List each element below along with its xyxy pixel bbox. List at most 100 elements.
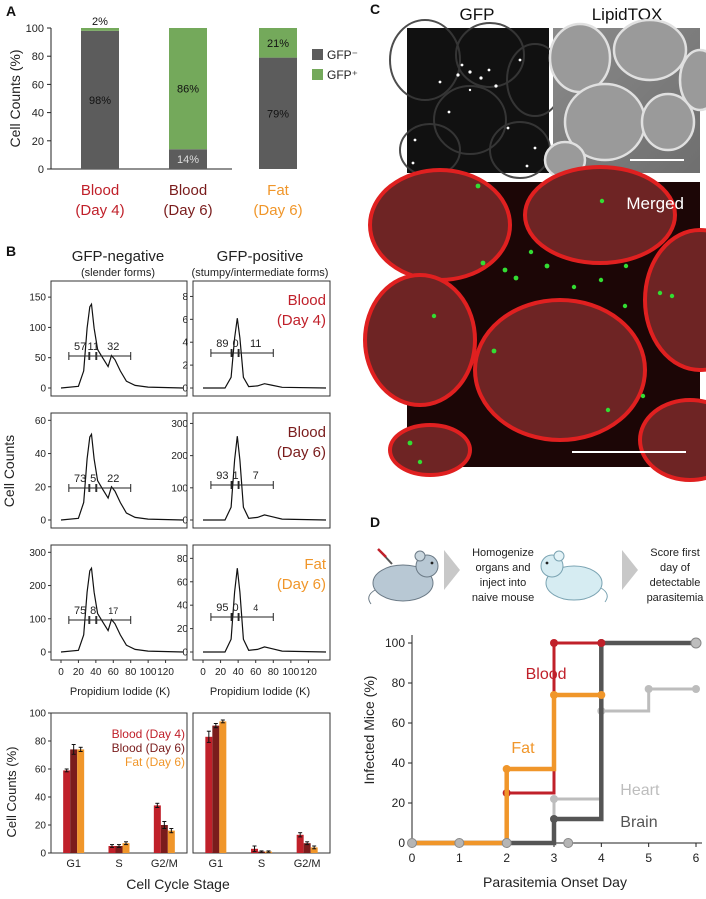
b-hist-x-tick-label: 40 <box>90 667 102 678</box>
b-bar <box>160 825 168 853</box>
svg-text:Homogenize: Homogenize <box>472 547 534 559</box>
b-hist-x-tick-label: 20 <box>215 667 227 678</box>
b-bar <box>108 846 116 853</box>
b-bar-category-label: S <box>115 858 122 870</box>
d-x-axis-label: Parasitemia Onset Day <box>483 874 627 890</box>
b-gate-percent-g2: 11 <box>250 338 261 350</box>
a-bar-gfp-pos <box>259 28 297 58</box>
b-hist-x-tick-label: 120 <box>300 667 317 678</box>
b-hist-x-tick-label: 20 <box>73 667 85 678</box>
panel-letter-a: A <box>6 3 16 19</box>
b-bar <box>310 847 318 853</box>
svg-text:Score first: Score first <box>650 547 700 559</box>
a-bar-gfp-pos <box>81 28 119 31</box>
a-pos-value-label: 2% <box>92 16 108 28</box>
b-bar-y-axis-label: Cell Counts (%) <box>4 746 19 837</box>
d-y-tick-label: 0 <box>398 836 405 850</box>
b-sample-sublabel: (Day 4) <box>277 312 326 329</box>
b-bar-y-tick-label: 0 <box>40 849 46 860</box>
b-neg-column-title: GFP-negative <box>72 248 165 265</box>
panel-letter-d: D <box>370 514 380 530</box>
d-point-heart <box>550 795 558 803</box>
b-hist-y-tick-label: 20 <box>35 482 47 493</box>
b-hist-curve <box>203 568 327 653</box>
a-legend-swatch <box>312 49 323 60</box>
d-label-brain: Brain <box>620 814 657 831</box>
b-hist-frame <box>50 544 188 661</box>
b-hist-frame <box>50 412 188 529</box>
b-sample-sublabel: (Day 6) <box>277 444 326 461</box>
d-point-brain <box>550 815 558 823</box>
b-gate-percent-s: 11 <box>88 341 99 353</box>
b-hist-y-tick-label: 6 <box>182 315 188 326</box>
b-bar <box>205 736 213 853</box>
b-bar-category-label: G1 <box>208 858 223 870</box>
b-bar-y-tick-label: 20 <box>35 821 47 832</box>
b-hist-y-tick-label: 300 <box>29 548 46 559</box>
merged-image: Merged <box>363 165 706 482</box>
b-hist-y-tick-label: 4 <box>182 338 188 349</box>
b-hist-x-tick-label: 0 <box>200 667 206 678</box>
b-bar-y-tick-label: 60 <box>35 765 47 776</box>
d-y-tick-label: 60 <box>392 716 406 730</box>
a-category-label: Blood <box>81 182 119 199</box>
step1-text: Homogenize organs and inject into naive … <box>472 547 534 604</box>
svg-text:organs and: organs and <box>475 562 530 574</box>
d-baseline-point <box>563 838 574 848</box>
b-bar-legend-label: Fat (Day 6) <box>125 755 185 769</box>
b-hist-curve <box>60 566 184 653</box>
d-point-fat <box>550 691 558 699</box>
b-hist-y-tick-label: 0 <box>182 648 188 659</box>
a-neg-value-label: 98% <box>89 95 111 107</box>
b-bar-y-tick-label: 100 <box>29 709 46 720</box>
d-point-blood <box>550 639 558 647</box>
b-hist-y-tick-label: 40 <box>177 601 189 612</box>
panel-letter-b: B <box>6 243 16 259</box>
b-pos-column-title: GFP-positive <box>217 248 304 265</box>
d-point-heart <box>644 685 653 693</box>
b-gate-percent-g1: 73 <box>74 473 86 485</box>
b-pos-x-axis-label: Propidium Iodide (K) <box>210 686 310 698</box>
b-hist-x-tick-label: 80 <box>125 667 137 678</box>
step2-text: Score first day of detectable parasitemi… <box>647 547 705 604</box>
svg-text:day of: day of <box>660 562 691 574</box>
b-hist-y-tick-label: 100 <box>171 483 188 494</box>
gfp-image <box>389 19 564 179</box>
b-hist-frame <box>192 412 331 529</box>
d-baseline-point <box>407 838 417 848</box>
d-x-tick-label: 6 <box>693 851 700 865</box>
a-y-tick-label: 80 <box>32 51 44 63</box>
a-legend-label: GFP⁻ <box>327 48 358 62</box>
d-y-tick-label: 80 <box>392 676 406 690</box>
d-x-tick-label: 5 <box>645 851 652 865</box>
b-histogram-y-axis-label: Cell Counts <box>1 435 17 507</box>
a-y-tick-label: 100 <box>26 23 44 35</box>
b-hist-x-tick-label: 100 <box>140 667 157 678</box>
b-gate-percent-g1: 57 <box>74 341 86 353</box>
b-sample-label: Blood <box>288 292 326 309</box>
panel-letter-c: C <box>370 1 380 17</box>
b-gate-percent-g1: 89 <box>216 338 228 350</box>
b-bar-x-axis-label: Cell Cycle Stage <box>126 876 230 892</box>
injected-mouse-illustration <box>368 548 439 605</box>
b-gate-percent-s: 5 <box>90 473 96 485</box>
b-bar-legend-label: Blood (Day 4) <box>112 727 185 741</box>
b-hist-y-tick-label: 20 <box>177 624 189 635</box>
panel-d-onset: Homogenize organs and inject into naive … <box>361 547 704 890</box>
b-gate-percent-g1: 93 <box>216 470 228 482</box>
b-bar-legend-label: Blood (Day 6) <box>112 741 185 755</box>
d-y-axis-label: Infected Mice (%) <box>361 676 377 785</box>
b-hist-frame <box>192 280 331 397</box>
b-hist-y-tick-label: 0 <box>182 384 188 395</box>
a-category-label: Blood <box>169 182 207 199</box>
a-y-tick-label: 20 <box>32 136 44 148</box>
b-hist-y-tick-label: 60 <box>35 416 47 427</box>
d-x-tick-label: 1 <box>456 851 463 865</box>
a-y-axis-label: Cell Counts (%) <box>7 49 23 147</box>
b-bar-category-label: G1 <box>66 858 81 870</box>
d-baseline-point <box>454 838 465 848</box>
b-sample-label: Fat <box>304 556 327 573</box>
d-x-tick-label: 0 <box>409 851 416 865</box>
